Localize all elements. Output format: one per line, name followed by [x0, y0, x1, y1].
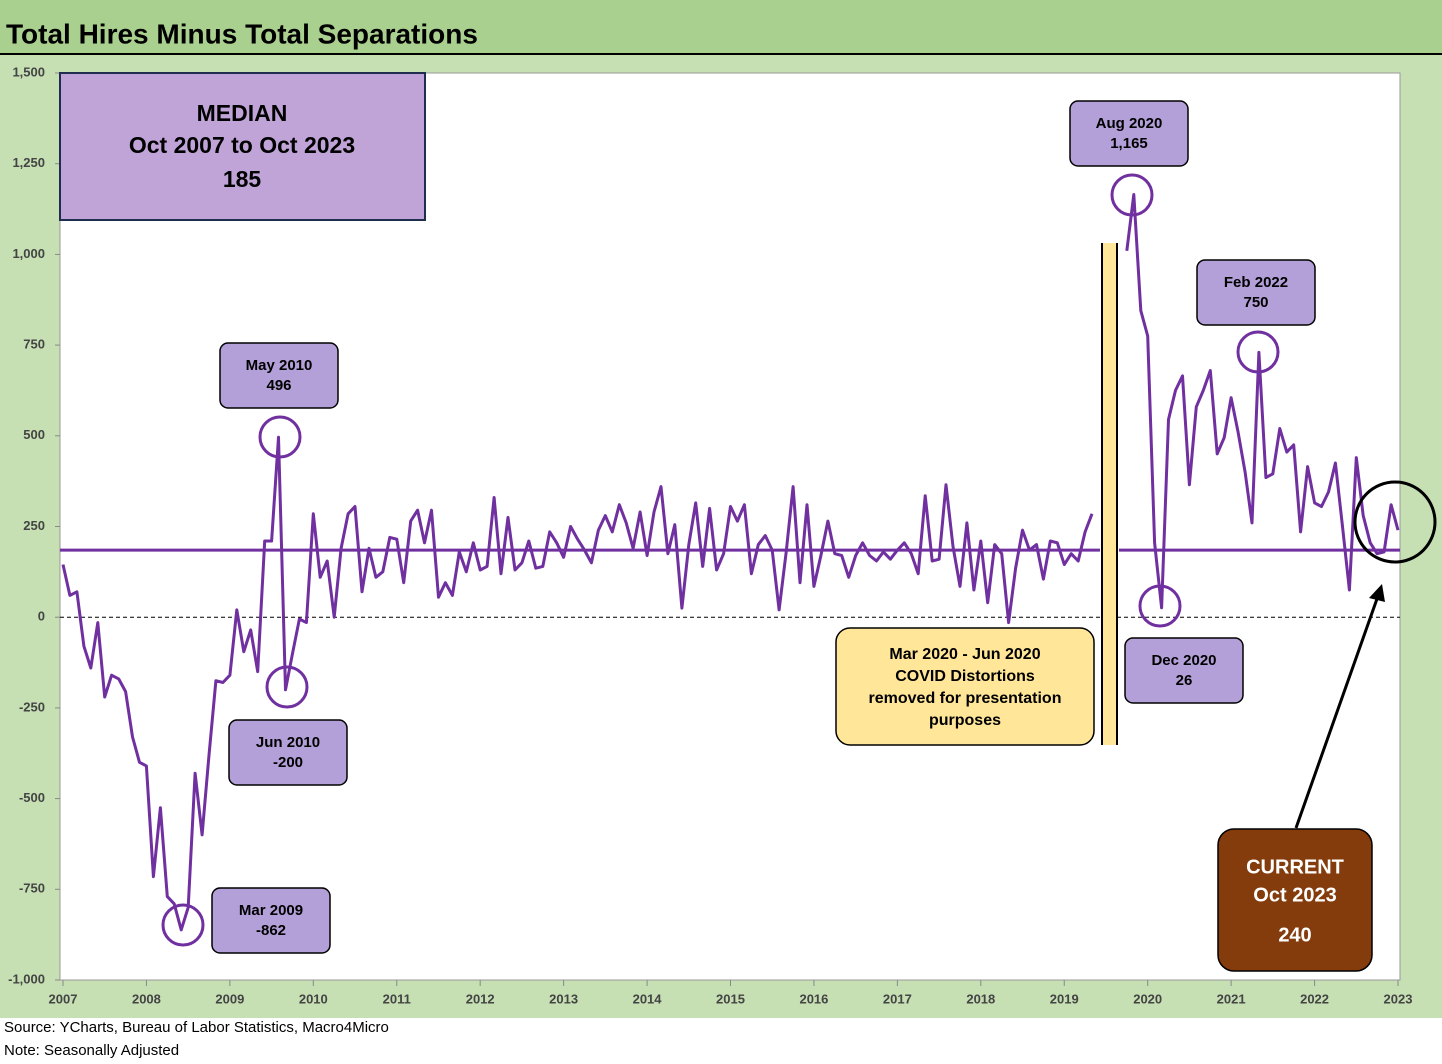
y-tick-label: 750	[23, 337, 45, 352]
x-tick-label: 2015	[716, 991, 745, 1006]
covid-note: COVID Distortions	[895, 668, 1035, 685]
median-value: 185	[223, 166, 262, 192]
x-tick-label: 2022	[1300, 991, 1329, 1006]
current-arrow	[1294, 595, 1380, 829]
median-period: Oct 2007 to Oct 2023	[129, 132, 355, 158]
x-tick-label: 2017	[883, 991, 912, 1006]
callout-label: May 2010	[246, 357, 313, 374]
y-tick-label: 250	[23, 518, 45, 533]
callout-box	[1124, 637, 1244, 704]
highlight-circle	[1236, 330, 1280, 374]
callout-label: Jun 2010	[256, 734, 320, 751]
callout-value: 26	[1176, 672, 1193, 689]
covid-bar	[1102, 243, 1117, 745]
y-tick-label: -500	[19, 790, 45, 805]
callout-box	[211, 887, 331, 954]
x-tick-label: 2021	[1217, 991, 1246, 1006]
x-tick-label: 2009	[215, 991, 244, 1006]
current-title: CURRENT	[1246, 856, 1344, 878]
x-tick-label: 2014	[633, 991, 663, 1006]
callout-label: Feb 2022	[1224, 274, 1288, 291]
callout-box	[228, 719, 348, 786]
x-tick-label: 2011	[383, 991, 411, 1006]
plot-area	[59, 72, 1401, 981]
highlight-circle	[1110, 173, 1154, 217]
arrow-head	[1369, 584, 1385, 602]
covid-note: Mar 2020 - Jun 2020	[889, 646, 1040, 663]
y-tick-label: 0	[38, 609, 45, 624]
data-line	[61, 193, 1400, 932]
callout-value: 1,165	[1110, 135, 1148, 152]
x-tick-label: 2023	[1384, 991, 1413, 1006]
callout-label: Mar 2009	[239, 902, 303, 919]
highlight-circle	[161, 903, 205, 947]
callout-box	[1196, 259, 1316, 326]
y-tick-label: -750	[19, 881, 45, 896]
y-tick-label: 500	[23, 427, 45, 442]
title-bar	[0, 0, 1442, 54]
x-tick-label: 2008	[132, 991, 161, 1006]
callout-value: 496	[266, 377, 291, 394]
y-tick-label: 1,500	[12, 64, 45, 79]
y-tick-label: 1,000	[12, 246, 45, 261]
note: Note: Seasonally Adjusted	[4, 1042, 179, 1059]
covid-box	[835, 627, 1095, 746]
covid-note: removed for presentation	[869, 690, 1062, 707]
current-date: Oct 2023	[1253, 884, 1336, 906]
current-circle	[1353, 480, 1437, 564]
source: Source: YCharts, Bureau of Labor Statist…	[4, 1019, 389, 1036]
callout-value: 750	[1243, 294, 1268, 311]
current-value: 240	[1278, 924, 1311, 946]
y-tick-label: 1,250	[12, 155, 45, 170]
y-tick-label: -1,000	[8, 971, 45, 986]
x-tick-label: 2010	[299, 991, 328, 1006]
callout-box	[1069, 100, 1189, 167]
x-tick-label: 2007	[49, 991, 78, 1006]
highlight-circle	[265, 665, 309, 709]
median-title: MEDIAN	[197, 100, 288, 126]
footer	[0, 1018, 1442, 1064]
x-tick-label: 2012	[466, 991, 495, 1006]
callout-label: Aug 2020	[1096, 115, 1163, 132]
callout-value: -862	[256, 922, 286, 939]
y-tick-label: -250	[19, 699, 45, 714]
highlight-circle	[258, 415, 302, 459]
x-tick-label: 2020	[1133, 991, 1162, 1006]
x-tick-label: 2019	[1050, 991, 1079, 1006]
x-tick-label: 2018	[966, 991, 995, 1006]
callout-value: -200	[273, 754, 303, 771]
callout-box	[219, 342, 339, 409]
callout-label: Dec 2020	[1151, 652, 1216, 669]
current-box	[1217, 828, 1373, 972]
chart-title: Total Hires Minus Total Separations	[6, 18, 478, 49]
x-tick-label: 2013	[549, 991, 578, 1006]
covid-note: purposes	[929, 712, 1001, 729]
median-box	[59, 72, 426, 221]
highlight-circle	[1138, 584, 1182, 628]
x-tick-label: 2016	[799, 991, 828, 1006]
